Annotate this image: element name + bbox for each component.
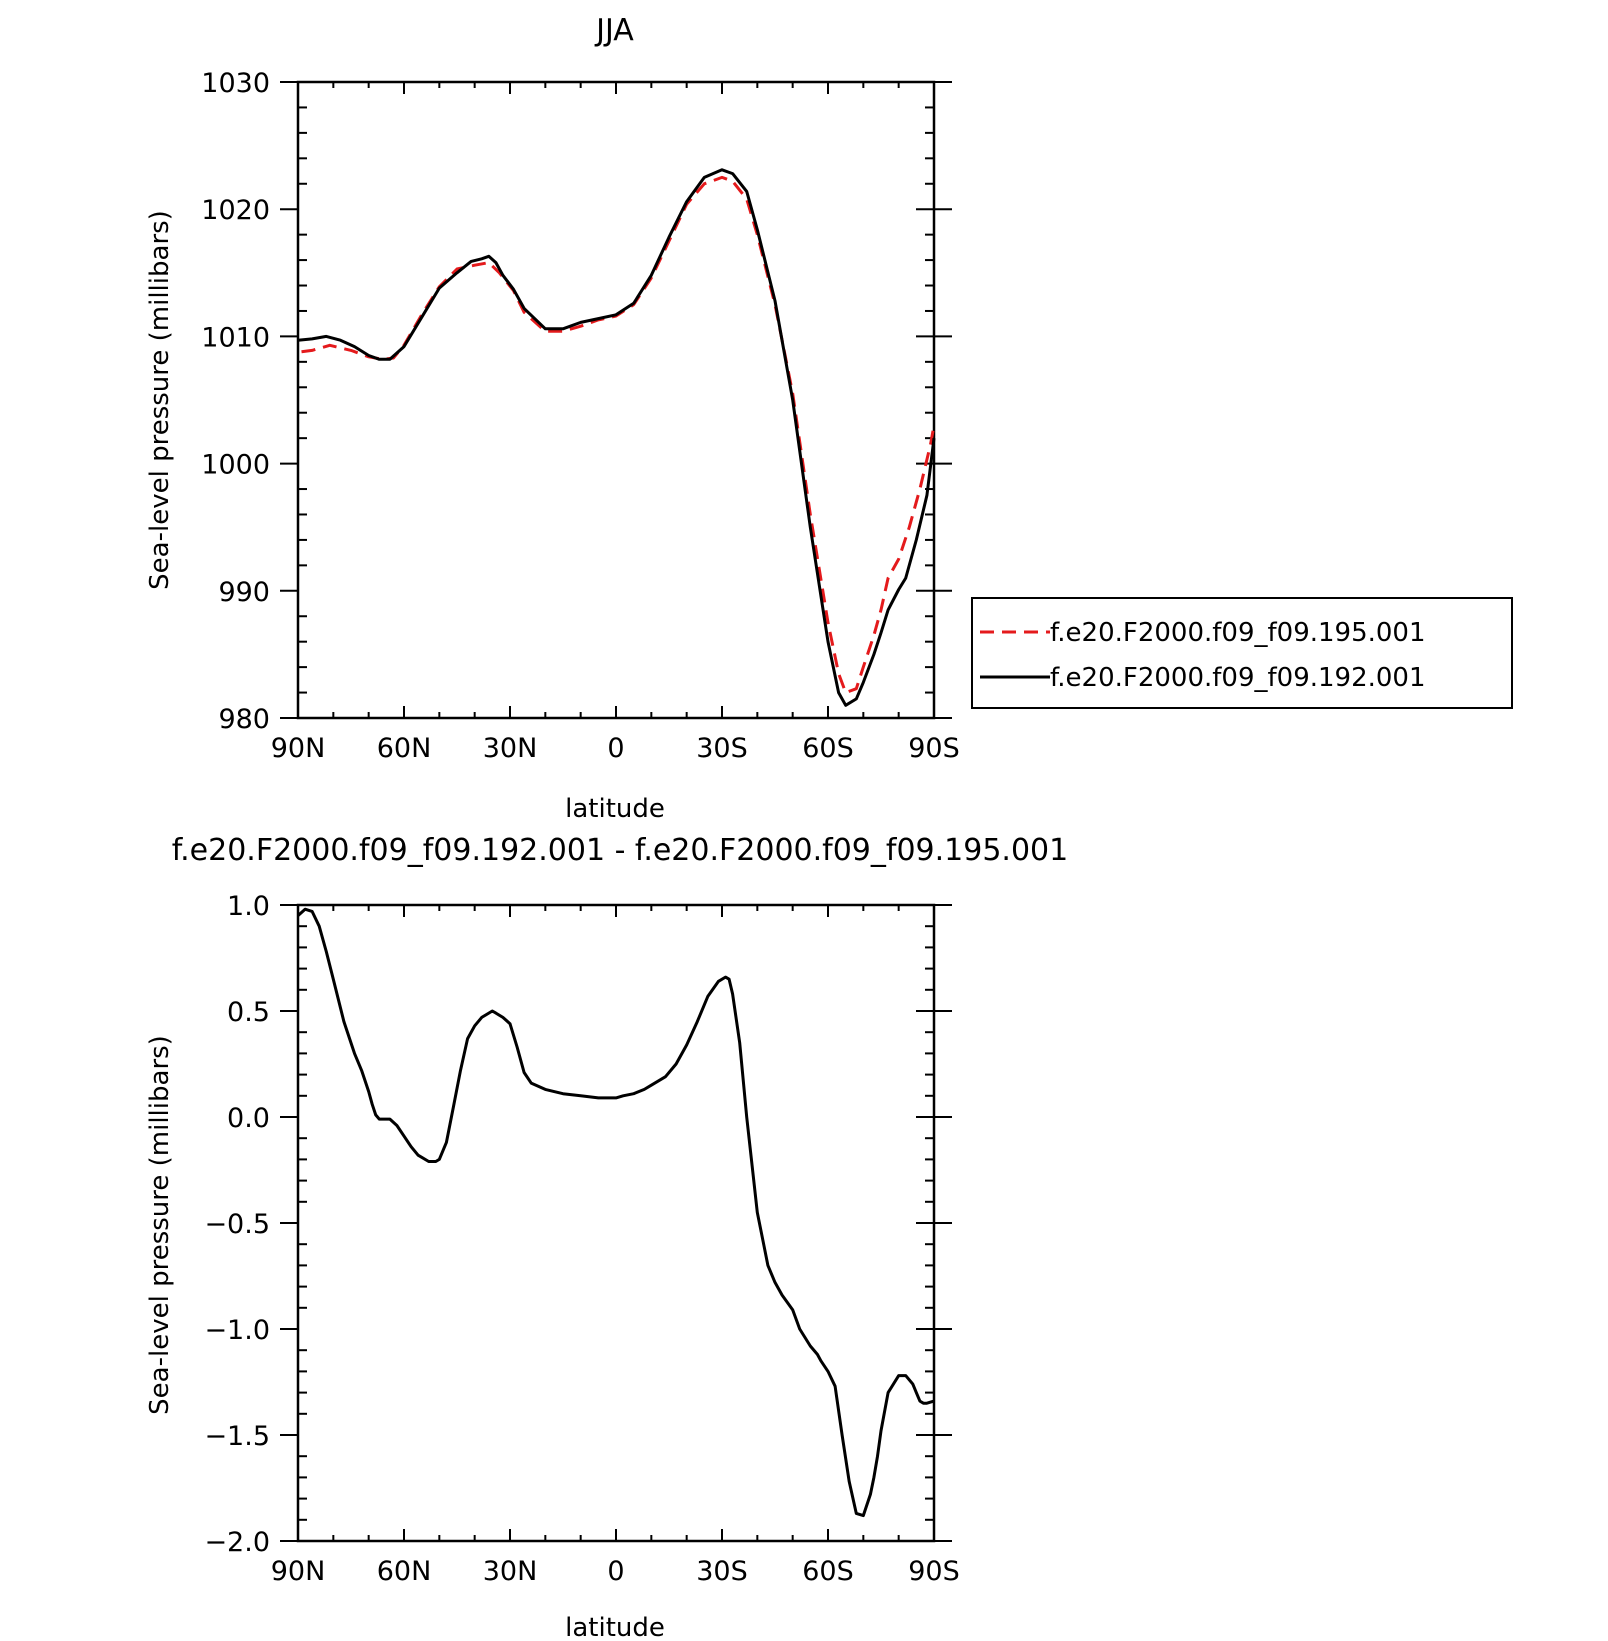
- top-x-tick-label: 0: [607, 733, 624, 764]
- top-x-axis-title: latitude: [565, 794, 665, 824]
- top-y-tick-label: 980: [218, 704, 270, 735]
- bottom-y-axis-title: Sea-level pressure (millibars): [145, 1035, 175, 1415]
- top-y-tick-label: 1010: [201, 322, 270, 353]
- legend-box: [971, 597, 1513, 709]
- bottom-x-tick-label: 30N: [483, 1556, 538, 1587]
- legend-label-series-b: f.e20.F2000.f09_f09.192.001: [1050, 663, 1426, 693]
- bottom-x-tick-label: 60S: [802, 1556, 854, 1587]
- legend-label-series-a: f.e20.F2000.f09_f09.195.001: [1050, 618, 1426, 648]
- top-y-tick-label: 1030: [201, 68, 270, 99]
- legend: f.e20.F2000.f09_f09.195.001 f.e20.F2000.…: [971, 597, 1513, 709]
- bottom-x-axis-title: latitude: [565, 1613, 665, 1641]
- bottom-panel: f.e20.F2000.f09_f09.192.001 - f.e20.F200…: [145, 833, 1068, 1641]
- bottom-y-tick-label: −2.0: [204, 1527, 270, 1558]
- bottom-x-tick-label: 0: [607, 1556, 624, 1587]
- bottom-y-tick-label: −0.5: [204, 1209, 270, 1240]
- bottom-x-tick-label: 90N: [271, 1556, 326, 1587]
- bottom-plot-frame: [296, 903, 936, 1543]
- top-chart-title: JJA: [594, 13, 634, 48]
- bottom-y-tick-label: −1.5: [204, 1421, 270, 1452]
- top-plot-area: 90N 60N 30N 0 30S 60S 90S 1030 1020 1010 1000 990 98…: [201, 68, 959, 764]
- top-panel: JJA 90N 60N 30N 0 30S 60S 90S10301020101010009…: [145, 13, 1513, 824]
- top-x-tick-label: 90N: [271, 733, 326, 764]
- bottom-y-tick-label: 1.0: [227, 891, 270, 922]
- top-y-tick-label: 1000: [201, 450, 270, 481]
- bottom-y-tick-label: 0.5: [227, 997, 270, 1028]
- bottom-series-line-0: [296, 907, 935, 1518]
- top-series-line-1: [297, 168, 936, 707]
- top-x-tick-label: 90S: [908, 733, 960, 764]
- bottom-x-tick-label: 90S: [908, 1556, 960, 1587]
- bottom-x-tick-label: 30S: [696, 1556, 748, 1587]
- top-x-tick-label: 30S: [696, 733, 748, 764]
- top-x-tick-label: 60N: [377, 733, 432, 764]
- top-series-line-0: [301, 175, 936, 695]
- top-y-tick-label: 990: [218, 577, 270, 608]
- bottom-x-tick-label: 60N: [377, 1556, 432, 1587]
- bottom-y-tick-label: −1.0: [204, 1315, 270, 1346]
- top-plot-frame: [296, 80, 936, 720]
- top-y-axis-title: Sea-level pressure (millibars): [145, 210, 175, 590]
- bottom-y-tick-label: 0.0: [227, 1103, 270, 1134]
- bottom-plot-area: 90N 60N 30N 0 30S 60S 90S 1.0 0.5 0.0 −0.5 −1.0 −1.5…: [204, 891, 959, 1587]
- top-y-tick-label: 1020: [201, 195, 270, 226]
- top-x-tick-label: 30N: [483, 733, 538, 764]
- bottom-chart-title: f.e20.F2000.f09_f09.192.001 - f.e20.F200…: [172, 833, 1068, 868]
- top-x-tick-label: 60S: [802, 733, 854, 764]
